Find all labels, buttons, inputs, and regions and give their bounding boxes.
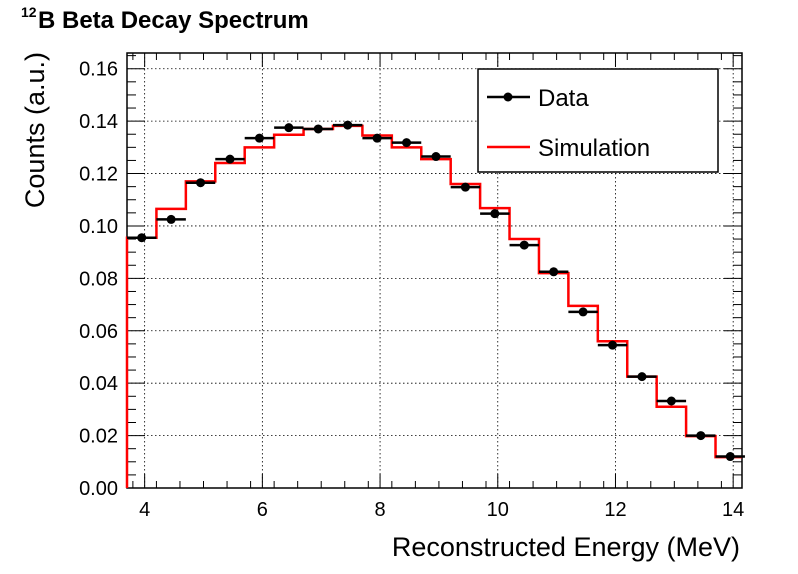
data-point bbox=[372, 133, 382, 143]
legend-data-marker bbox=[503, 92, 513, 102]
title-text: B Beta Decay Spectrum bbox=[38, 7, 309, 34]
simulation-histogram bbox=[125, 124, 742, 488]
data-point bbox=[460, 182, 470, 192]
data-point bbox=[254, 133, 264, 143]
data-point bbox=[431, 152, 441, 162]
data-point bbox=[578, 307, 588, 317]
data-point bbox=[549, 267, 559, 277]
simulation-series bbox=[125, 124, 742, 488]
data-series bbox=[127, 120, 745, 462]
data-point bbox=[137, 233, 147, 243]
x-tick-label: 14 bbox=[722, 499, 744, 521]
legend-data-label: Data bbox=[538, 85, 589, 112]
y-axis-label: Counts (a.u.) bbox=[20, 52, 50, 208]
legend-box bbox=[477, 68, 719, 173]
title-superscript: 12 bbox=[21, 4, 37, 20]
x-tick-label: 6 bbox=[257, 499, 268, 521]
x-tick-label: 10 bbox=[487, 499, 509, 521]
x-tick-label: 8 bbox=[374, 499, 385, 521]
legend: Data Simulation bbox=[477, 68, 719, 173]
data-point bbox=[519, 240, 529, 250]
y-tick-label: 0.08 bbox=[79, 268, 118, 290]
data-point bbox=[490, 209, 500, 219]
data-point bbox=[402, 138, 412, 148]
data-point bbox=[696, 431, 706, 441]
y-tick-label: 0.04 bbox=[79, 373, 118, 395]
data-point bbox=[608, 340, 618, 350]
y-tick-label: 0.00 bbox=[79, 478, 118, 500]
chart-title: 12 B Beta Decay Spectrum bbox=[21, 4, 309, 34]
data-point bbox=[196, 178, 206, 188]
legend-simulation-label: Simulation bbox=[538, 135, 650, 162]
data-point bbox=[666, 396, 676, 406]
x-tick-labels: 4 6 8 10 12 14 bbox=[139, 499, 744, 521]
data-point bbox=[343, 120, 353, 130]
y-tick-label: 0.02 bbox=[79, 426, 118, 448]
y-tick-labels: 0.00 0.02 0.04 0.06 0.08 0.10 0.12 0.14 0.16 bbox=[79, 59, 118, 500]
y-tick-label: 0.14 bbox=[79, 111, 118, 133]
data-point bbox=[284, 123, 294, 133]
data-point bbox=[225, 154, 235, 164]
y-tick-label: 0.12 bbox=[79, 164, 118, 186]
x-axis-label: Reconstructed Energy (MeV) bbox=[392, 532, 740, 562]
data-point bbox=[725, 452, 735, 462]
y-tick-label: 0.16 bbox=[79, 59, 118, 81]
x-tick-label: 12 bbox=[604, 499, 626, 521]
data-point bbox=[637, 372, 647, 382]
data-point bbox=[166, 214, 176, 224]
data-point bbox=[313, 124, 323, 134]
x-tick-label: 4 bbox=[139, 499, 150, 521]
axis-ticks bbox=[127, 53, 742, 489]
y-tick-label: 0.06 bbox=[79, 321, 118, 343]
y-tick-label: 0.10 bbox=[79, 216, 118, 238]
